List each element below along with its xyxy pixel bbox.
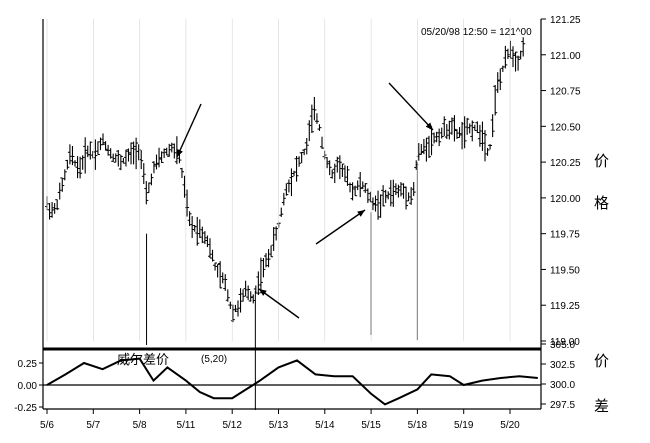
- indicator-left-tick-label: 0.00: [18, 381, 38, 392]
- day-tick-label: 5/20: [500, 420, 520, 431]
- indicator-left-tick-label: -0.25: [14, 403, 37, 414]
- arrow-shaft: [315, 209, 366, 245]
- indicator-line: [46, 357, 538, 406]
- arrow-shaft: [176, 103, 202, 158]
- price-axis-label-2: 格: [594, 194, 609, 212]
- arrow-head: [259, 289, 267, 296]
- arrow-head: [357, 210, 365, 217]
- arrow-head: [425, 122, 433, 130]
- indicator-right-tick-label: 302.5: [550, 360, 575, 371]
- chart-frame: [42, 19, 542, 410]
- day-tick-label: 5/18: [408, 420, 428, 431]
- price-readout: 05/20/98 12:50 = 121^00: [421, 27, 532, 38]
- indicator-right-tick-label: 300.0: [550, 380, 575, 391]
- indicator-panel: [46, 357, 538, 406]
- indicator-right-tick-label: 305.0: [550, 340, 575, 351]
- arrow-shaft: [258, 288, 300, 319]
- price-axis-label-1: 价: [594, 152, 609, 170]
- day-tick-label: 5/6: [40, 420, 54, 431]
- indicator-axis-label-1: 价: [594, 352, 609, 370]
- day-tick-label: 5/13: [269, 420, 289, 431]
- price-tick-label: 121.00: [550, 51, 581, 62]
- indicator-left-tick-label: 0.25: [18, 359, 38, 370]
- price-tick-label: 119.50: [550, 265, 580, 276]
- indicator-right-tick-label: 297.5: [550, 400, 575, 411]
- price-tick-label: 120.00: [550, 194, 581, 205]
- price-tick-label: 119.00: [550, 337, 580, 348]
- arrow-head: [177, 149, 183, 157]
- day-tick-label: 5/8: [133, 420, 147, 431]
- day-tick-label: 5/14: [315, 420, 335, 431]
- price-tick-label: 120.50: [550, 122, 581, 133]
- day-tick-label: 5/12: [222, 420, 242, 431]
- price-tick-label: 119.25: [550, 301, 580, 312]
- price-tick-label: 121.25: [550, 15, 581, 26]
- day-tick-label: 5/19: [454, 420, 474, 431]
- price-tick-label: 120.75: [550, 87, 581, 98]
- indicator-params: (5,20): [201, 354, 227, 365]
- day-tick-label: 5/15: [361, 420, 381, 431]
- day-tick-label: 5/7: [86, 420, 100, 431]
- price-tick-label: 119.75: [550, 230, 580, 241]
- day-tick-label: 5/11: [177, 420, 196, 431]
- axis-ticks: 5/6 5/7 5/8 5/11 5/12 5/13 5/14 5/15 5/18 5/19 5/2…: [14, 15, 581, 431]
- indicator-label: 威尔差价: [117, 353, 169, 368]
- indicator-axis-label-2: 差: [594, 397, 609, 415]
- annotation-arrows: [176, 82, 434, 319]
- arrow-shaft: [388, 82, 434, 131]
- price-bars: [45, 37, 526, 323]
- price-tick-label: 120.25: [550, 158, 581, 169]
